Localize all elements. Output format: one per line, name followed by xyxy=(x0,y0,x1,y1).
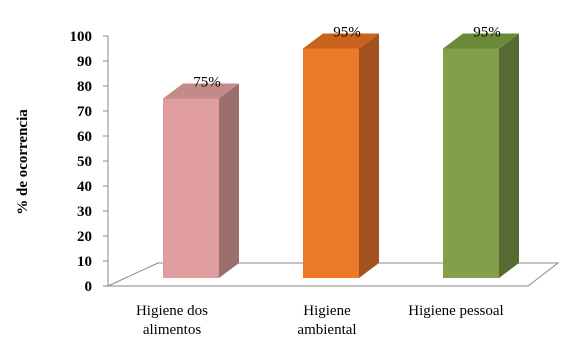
category-labels: Higiene dos alimentos Higiene ambiental Higi… xyxy=(136,303,504,338)
y-tick-label: 60 xyxy=(77,129,92,145)
bar xyxy=(443,33,519,278)
y-tick-label: 70 xyxy=(77,104,92,120)
y-tick-label: 30 xyxy=(77,204,92,220)
y-tick-label: 40 xyxy=(77,179,92,195)
bar xyxy=(163,83,239,278)
category-label: alimentos xyxy=(143,322,201,338)
y-axis xyxy=(103,35,528,287)
y-tick-label: 80 xyxy=(77,79,92,95)
data-label: 95% xyxy=(333,25,361,41)
y-tick-label: 10 xyxy=(77,254,92,270)
y-tick-label: 90 xyxy=(77,54,92,70)
y-tick-label: 50 xyxy=(77,154,92,170)
bar-front xyxy=(443,48,499,278)
bar-top xyxy=(443,33,519,49)
bar-top xyxy=(303,33,379,49)
bars xyxy=(163,33,519,278)
bar xyxy=(303,33,379,278)
category-label: ambiental xyxy=(297,322,356,338)
y-axis-label: % de ocorrencia xyxy=(15,109,31,215)
y-tick-label: 20 xyxy=(77,229,92,245)
y-tick-label: 0 xyxy=(85,279,93,295)
bar-side xyxy=(219,83,239,278)
bar-side xyxy=(499,33,519,278)
category-label: Higiene pessoal xyxy=(408,303,503,319)
category-label: Higiene xyxy=(303,303,351,319)
data-label: 95% xyxy=(473,25,501,41)
y-tick-labels: 0 10 20 30 40 50 60 70 80 90 100 xyxy=(70,29,93,295)
data-label: 75% xyxy=(193,75,221,91)
y-tick-label: 100 xyxy=(70,29,93,45)
category-label: Higiene dos xyxy=(136,303,208,319)
data-labels: 75% 95% 95% xyxy=(193,25,501,91)
bar-side xyxy=(359,33,379,278)
bar-front xyxy=(303,48,359,278)
bar-front xyxy=(163,98,219,278)
bar-top xyxy=(163,83,239,99)
